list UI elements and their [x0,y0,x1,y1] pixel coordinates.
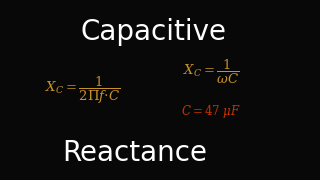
Text: $C = 47\ \mu F$: $C = 47\ \mu F$ [181,103,241,120]
Text: Capacitive: Capacitive [81,18,227,46]
Text: Reactance: Reactance [62,139,207,167]
Text: $\mathit{X_C} = \dfrac{1}{2\Pi f{\cdot}C}$: $\mathit{X_C} = \dfrac{1}{2\Pi f{\cdot}C… [45,75,121,105]
Text: $\mathit{X_C} = \dfrac{1}{\omega C}$: $\mathit{X_C} = \dfrac{1}{\omega C}$ [183,58,240,86]
